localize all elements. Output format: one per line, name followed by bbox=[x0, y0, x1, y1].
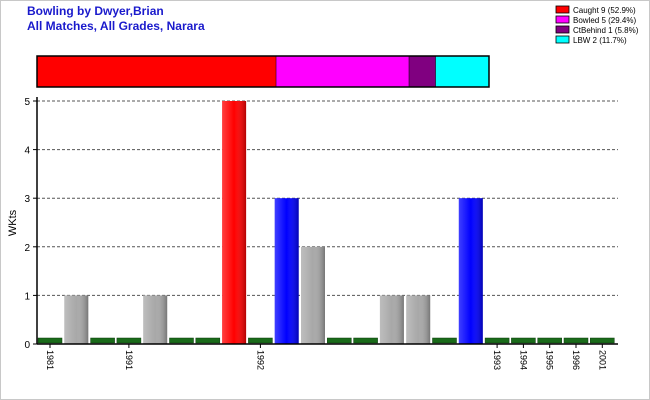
x-tick-label: 1994 bbox=[518, 350, 528, 370]
bar-shading bbox=[64, 295, 89, 344]
y-axis-ticks: 0 1 2 3 4 5 bbox=[24, 97, 37, 351]
bar-shading bbox=[458, 198, 483, 344]
x-tick-label: 1981 bbox=[45, 350, 55, 370]
y-tick-label: 5 bbox=[24, 97, 30, 108]
legend-entry: CtBehind 1 (5.8%) bbox=[573, 26, 639, 35]
legend-swatch bbox=[555, 15, 570, 24]
x-tick-label: 1996 bbox=[571, 350, 581, 370]
x-tick-label: 1995 bbox=[545, 350, 555, 370]
y-tick-label: 3 bbox=[24, 194, 30, 205]
zero-bar bbox=[116, 337, 142, 344]
legend-swatch bbox=[555, 5, 570, 14]
bar-shading bbox=[274, 198, 299, 344]
legend: Caught 9 (52.9%)Bowled 5 (29.4%)CtBehind… bbox=[555, 5, 639, 45]
x-tick-label: 1993 bbox=[492, 350, 502, 370]
x-tick-label: 1991 bbox=[124, 350, 134, 370]
zero-bar bbox=[353, 337, 378, 344]
bar-shading bbox=[222, 101, 247, 344]
zero-bar bbox=[248, 337, 273, 344]
bar-shading bbox=[406, 295, 431, 344]
x-axis-ticks: 1981 1991 1992 1993 1994 1995 1996 2001 bbox=[45, 344, 607, 370]
chart-subtitle: All Matches, All Grades, Narara bbox=[27, 19, 205, 33]
axes bbox=[36, 97, 618, 345]
bar-shading bbox=[379, 295, 404, 344]
y-axis-label: WKts bbox=[7, 209, 19, 236]
summary-outline bbox=[36, 55, 490, 88]
zero-bar bbox=[90, 337, 115, 344]
y-tick-label: 1 bbox=[24, 291, 30, 302]
x-tick-label: 1992 bbox=[255, 350, 265, 370]
zero-bar bbox=[563, 337, 589, 344]
zero-bar bbox=[511, 337, 536, 344]
zero-bar bbox=[37, 337, 63, 344]
summary-segment bbox=[435, 56, 489, 87]
y-tick-label: 4 bbox=[24, 146, 30, 157]
x-tick-label: 2001 bbox=[597, 350, 607, 370]
zero-bar bbox=[195, 337, 221, 344]
legend-swatch bbox=[555, 35, 570, 44]
chart-title: Bowling by Dwyer,Brian bbox=[27, 4, 164, 18]
zero-bar bbox=[484, 337, 510, 344]
zero-bar bbox=[432, 337, 457, 344]
zero-bar bbox=[169, 337, 194, 344]
bar-shading bbox=[143, 295, 168, 344]
zero-bar bbox=[590, 337, 615, 344]
legend-entry: Caught 9 (52.9%) bbox=[573, 6, 636, 15]
summary-segment bbox=[409, 56, 436, 87]
zero-bar bbox=[327, 337, 352, 344]
gridlines bbox=[37, 100, 618, 296]
summary-segment bbox=[37, 56, 277, 87]
summary-stacked-bar bbox=[36, 55, 490, 88]
y-tick-label: 0 bbox=[24, 340, 30, 351]
summary-segment bbox=[276, 56, 410, 87]
legend-entry: LBW 2 (11.7%) bbox=[573, 36, 627, 45]
legend-entry: Bowled 5 (29.4%) bbox=[573, 16, 636, 25]
legend-swatch bbox=[555, 25, 570, 34]
bars bbox=[37, 101, 615, 344]
zero-bar bbox=[537, 337, 562, 344]
bar-shading bbox=[301, 246, 325, 344]
y-tick-label: 2 bbox=[24, 243, 30, 254]
